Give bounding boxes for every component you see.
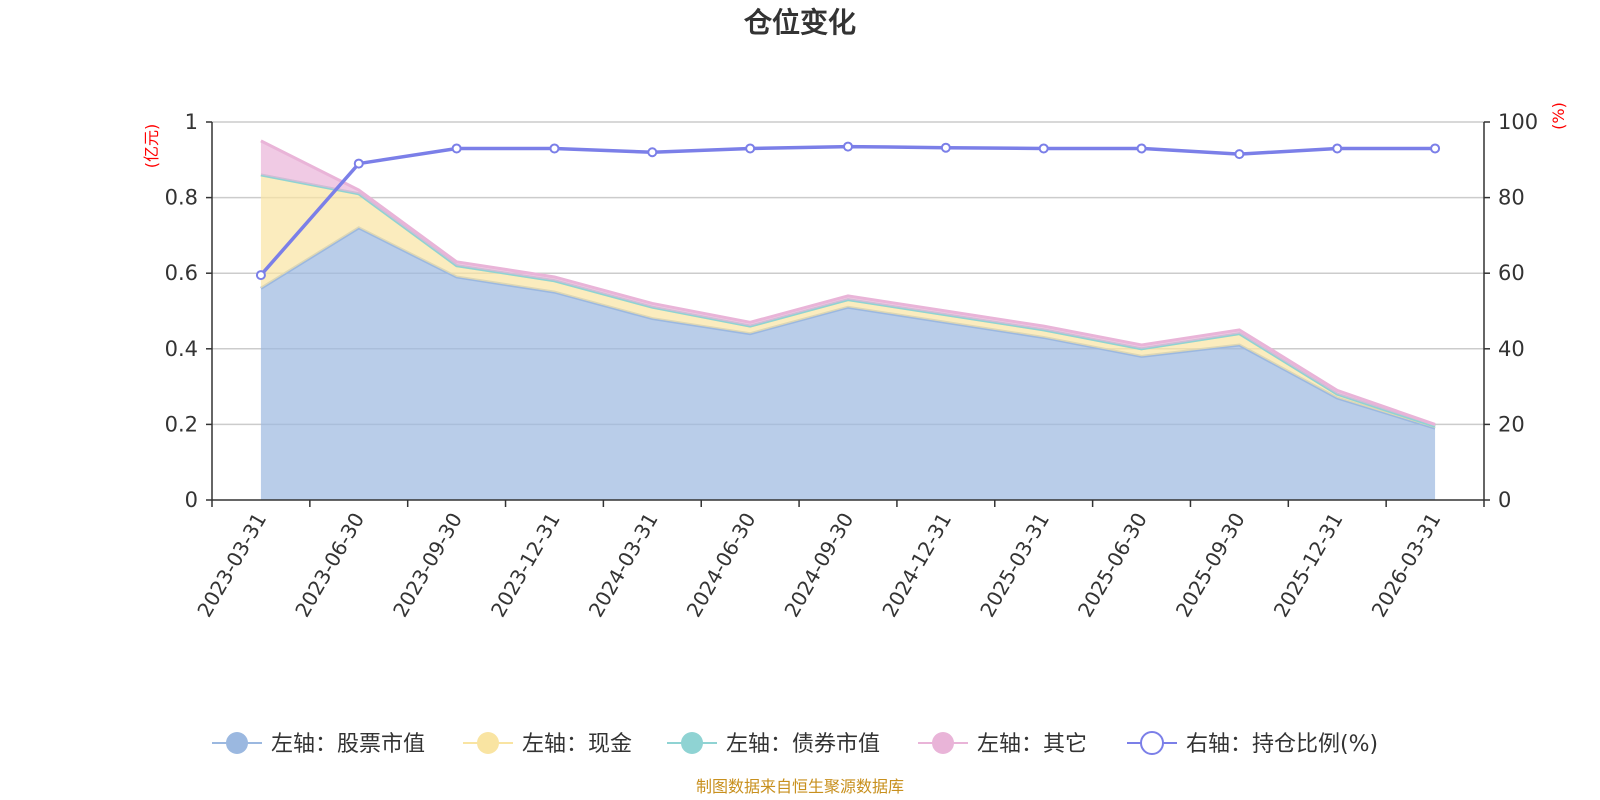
legend-item-4[interactable]: 右轴：持仓比例(%) [1127, 731, 1378, 757]
ratio-point-11 [1332, 143, 1343, 154]
right-tick-label-1: 20 [1498, 412, 1525, 436]
left-tick-label-5: 1 [185, 110, 198, 134]
x-tick-label-2: 2023-09-30 [388, 508, 467, 621]
ratio-point-8 [1038, 143, 1049, 154]
legend-label-2: 左轴：债券市值 [726, 732, 880, 757]
legend-marker-3 [932, 732, 954, 754]
legend-label-3: 左轴：其它 [977, 732, 1087, 757]
ratio-point-2 [451, 143, 462, 154]
legend-marker-1 [477, 732, 499, 754]
x-tick-label-5: 2024-06-30 [682, 509, 761, 622]
legend-label-1: 左轴：现金 [522, 732, 632, 757]
right-axis-unit: (%) [1549, 102, 1568, 130]
ratio-point-12 [1430, 143, 1441, 154]
position-ratio-series [255, 141, 1441, 281]
data-source-note: 制图数据来自恒生聚源数据库 [696, 777, 904, 796]
x-tick-label-7: 2024-12-31 [877, 509, 956, 622]
x-tick-label-8: 2025-03-31 [975, 509, 1054, 622]
legend-marker-2 [681, 732, 703, 754]
legend-label-4: 右轴：持仓比例(%) [1186, 732, 1378, 757]
ratio-point-9 [1136, 143, 1147, 154]
right-tick-label-3: 60 [1498, 261, 1525, 285]
legend-label-0: 左轴：股票市值 [271, 732, 425, 757]
stacked-areas [260, 139, 1436, 500]
right-tick-label-4: 80 [1498, 186, 1525, 210]
ratio-point-3 [549, 143, 560, 154]
x-tick-label-1: 2023-06-30 [290, 509, 369, 622]
ratio-point-10 [1234, 149, 1245, 160]
area-0 [260, 227, 1436, 500]
x-tick-label-11: 2025-12-31 [1269, 509, 1348, 622]
chart-title: 仓位变化 [744, 6, 856, 39]
ratio-point-6 [843, 141, 853, 152]
legend-marker-0 [226, 732, 248, 754]
right-tick-label-2: 40 [1498, 337, 1525, 361]
left-axis-unit: (亿元) [142, 124, 161, 169]
x-tick-label-0: 2023-03-31 [192, 509, 271, 622]
x-tick-label-10: 2025-09-30 [1171, 509, 1250, 622]
legend-item-1[interactable]: 左轴：现金 [463, 732, 632, 757]
left-tick-label-3: 0.6 [165, 261, 198, 285]
x-tick-label-9: 2025-06-30 [1073, 509, 1152, 622]
left-tick-label-0: 0 [185, 488, 198, 512]
left-tick-label-2: 0.4 [165, 337, 198, 361]
right-tick-label-5: 100 [1498, 110, 1538, 134]
x-tick-label-12: 2026-03-31 [1367, 509, 1446, 622]
ratio-point-0 [255, 270, 266, 281]
area-edge-3 [260, 139, 1436, 426]
legend[interactable]: 左轴：股票市值 左轴：现金 左轴：债券市值 左轴：其它 右轴：持仓比例(%) [212, 731, 1378, 757]
legend-item-2[interactable]: 左轴：债券市值 [667, 732, 880, 757]
legend-marker-4 [1140, 731, 1164, 755]
x-tick-label-3: 2023-12-31 [486, 509, 565, 622]
ratio-point-7 [940, 142, 951, 153]
ratio-point-1 [353, 158, 364, 169]
ratio-point-4 [647, 147, 658, 158]
area-1 [260, 174, 1436, 429]
legend-item-3[interactable]: 左轴：其它 [918, 732, 1087, 757]
left-tick-label-1: 0.2 [165, 412, 198, 436]
ratio-point-5 [745, 143, 756, 154]
x-tick-label-4: 2024-03-31 [584, 509, 663, 622]
x-tick-label-6: 2024-09-30 [779, 509, 858, 622]
left-tick-label-4: 0.8 [165, 186, 198, 210]
right-tick-label-0: 0 [1498, 488, 1511, 512]
legend-item-0[interactable]: 左轴：股票市值 [212, 732, 425, 757]
